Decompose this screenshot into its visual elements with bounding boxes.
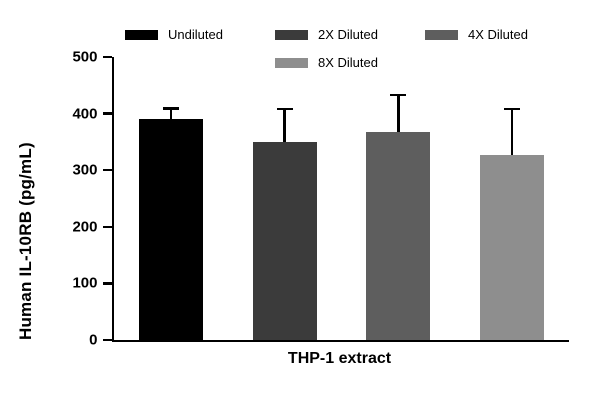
error-bar-cap [390, 93, 407, 97]
legend-swatch-2x-diluted [275, 29, 308, 40]
error-bar [283, 107, 286, 142]
y-tick-label: 100 [72, 274, 98, 292]
y-tick-label: 300 [72, 161, 98, 179]
legend-swatch-4x-diluted [425, 29, 458, 40]
legend-swatch-8x-diluted [275, 57, 308, 68]
legend-label: 4X Diluted [468, 27, 528, 42]
y-tick: 500 [72, 50, 112, 65]
plot-area: 0 100 200 300 400 500 [72, 50, 569, 348]
bar-2x-diluted [252, 141, 317, 340]
chart-legend: Undiluted 2X Diluted 4X Diluted 8X Dilut… [125, 28, 575, 69]
error-bar [510, 107, 514, 156]
y-tick-label: 500 [72, 48, 98, 66]
y-axis-title: Human IL-10RB (pg/mL) [16, 142, 35, 340]
error-bar-cap [276, 107, 293, 111]
error-bar [397, 93, 400, 133]
legend-item-undiluted: Undiluted [125, 28, 275, 41]
legend-item-8x-diluted: 8X Diluted [275, 56, 425, 69]
legend-item-4x-diluted: 4X Diluted [425, 28, 575, 41]
legend-label: Undiluted [168, 27, 223, 42]
error-bar-cap [504, 107, 521, 111]
legend-row-1: Undiluted 2X Diluted 4X Diluted [125, 28, 575, 41]
y-tick: 200 [72, 219, 112, 234]
x-axis-title: THP-1 extract [287, 350, 392, 367]
bars-layer [114, 57, 569, 340]
y-tick: 400 [72, 106, 112, 121]
y-tick-label: 0 [89, 331, 98, 349]
y-tick-label: 200 [72, 218, 98, 236]
legend-swatch-undiluted [125, 29, 158, 40]
bar-4x-diluted [366, 132, 431, 340]
error-bar-cap [162, 107, 179, 110]
legend-row-2: 8X Diluted [275, 56, 575, 69]
bar-8x-diluted [480, 155, 545, 340]
y-tick: 0 [89, 333, 112, 348]
y-tick: 300 [72, 163, 112, 178]
bar-undiluted [138, 118, 203, 340]
error-bar [169, 107, 173, 119]
legend-label: 2X Diluted [318, 27, 378, 42]
legend-label: 8X Diluted [318, 55, 378, 70]
legend-item-2x-diluted: 2X Diluted [275, 28, 425, 41]
y-tick-label: 400 [72, 105, 98, 123]
y-tick: 100 [72, 276, 112, 291]
